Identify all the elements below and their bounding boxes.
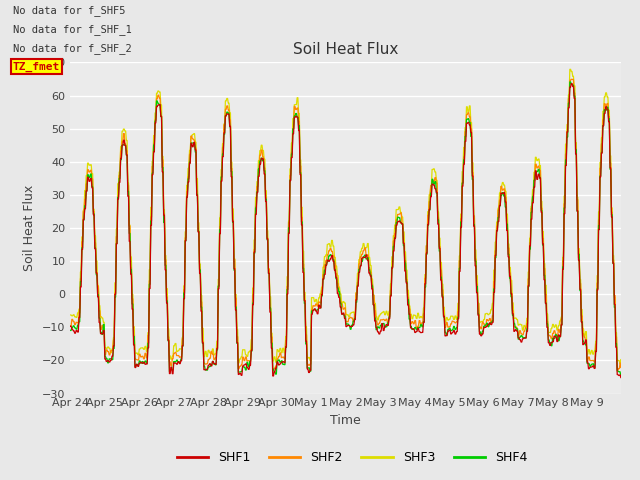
Text: No data for f_SHF5: No data for f_SHF5 (13, 5, 125, 16)
Title: Soil Heat Flux: Soil Heat Flux (293, 42, 398, 57)
Text: No data for f_SHF_1: No data for f_SHF_1 (13, 24, 132, 35)
Text: TZ_fmet: TZ_fmet (13, 61, 60, 72)
Legend: SHF1, SHF2, SHF3, SHF4: SHF1, SHF2, SHF3, SHF4 (172, 446, 532, 469)
X-axis label: Time: Time (330, 414, 361, 427)
Text: No data for f_SHF_2: No data for f_SHF_2 (13, 43, 132, 54)
Y-axis label: Soil Heat Flux: Soil Heat Flux (24, 185, 36, 271)
